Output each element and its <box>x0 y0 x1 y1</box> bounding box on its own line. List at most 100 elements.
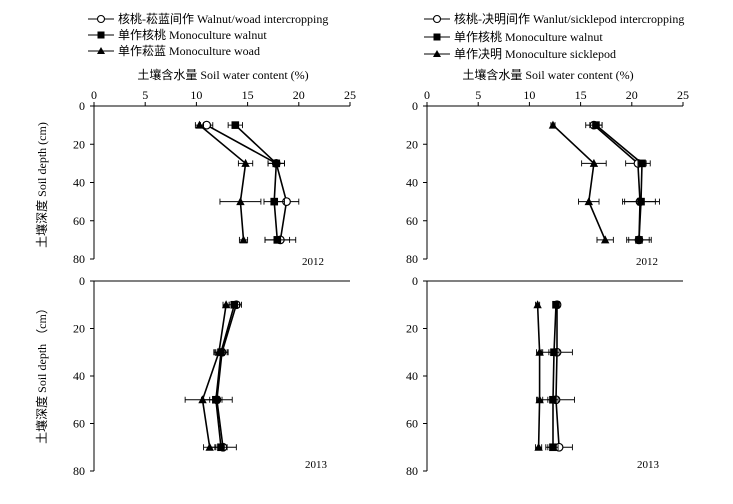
x-tick-label: 20 <box>626 88 638 102</box>
series-triangle <box>533 300 544 451</box>
data-point-square <box>273 236 282 244</box>
series-circle-open <box>585 120 656 245</box>
x-tick-label: 0 <box>91 88 97 102</box>
y-axis-title-top: 土壤深度 Soil depth (cm) <box>34 122 49 248</box>
y-tick-label: 60 <box>406 214 418 228</box>
series-line <box>206 124 288 241</box>
x-axis-title-left: 土壤含水量 Soil water content (%) <box>137 67 308 82</box>
data-point-square <box>635 236 643 244</box>
x-tick-label: 25 <box>677 88 689 102</box>
legend-left-item-woad: 单作菘蓝 Monoculture woad <box>88 44 260 58</box>
x-tick-label: 20 <box>293 88 305 102</box>
x-tick-label: 10 <box>523 88 535 102</box>
year-label: 2012 <box>636 256 658 268</box>
legend-left-item-intercrop: 核桃-菘蓝间作 Walnut/woad intercropping <box>88 11 328 26</box>
series-line <box>536 304 541 448</box>
series-triangle <box>548 120 614 244</box>
y-tick-label: 40 <box>73 176 85 190</box>
legend-right-item-intercrop: 核桃-决明间作 Wanlut/sicklepod intercropping <box>424 11 684 26</box>
y-tick-label: 20 <box>73 137 85 151</box>
series-square <box>547 300 560 452</box>
y-tick-label: 20 <box>73 322 85 336</box>
data-point-square <box>270 197 279 206</box>
data-point-triangle <box>535 395 544 404</box>
data-point-square <box>272 159 281 168</box>
series-line <box>552 124 606 241</box>
legend-right-item-sicklepod: 单作决明 Monoculture sicklepod <box>424 47 616 61</box>
series-square <box>209 300 240 452</box>
y-tick-label: 40 <box>73 369 85 383</box>
year-label: 2013 <box>305 459 328 471</box>
y-tick-label: 20 <box>406 137 418 151</box>
data-point-square <box>550 348 558 357</box>
x-tick-label: 25 <box>344 88 356 102</box>
panel-top-left: 0 5 10 15 20 25 0 20 40 60 80 2012 <box>73 88 356 268</box>
data-point-triangle <box>236 197 245 206</box>
x-tick-label: 10 <box>190 88 202 102</box>
y-tick-label: 80 <box>73 464 85 478</box>
series-line <box>215 304 236 448</box>
series-square <box>227 121 291 244</box>
data-point-square <box>592 121 600 129</box>
legend-left-item-walnut: 单作核桃 Monoculture walnut <box>88 27 267 42</box>
y-tick-label: 80 <box>406 252 418 266</box>
legend-label: 单作菘蓝 Monoculture woad <box>118 44 260 58</box>
y-tick-label: 80 <box>406 464 418 478</box>
y-tick-label: 80 <box>73 252 85 266</box>
data-point-triangle <box>239 235 248 244</box>
data-point-triangle <box>589 158 599 167</box>
y-tick-label: 60 <box>73 417 85 431</box>
x-tick-label: 15 <box>575 88 587 102</box>
legend-label: 单作决明 Monoculture sicklepod <box>454 47 616 61</box>
x-tick-label: 5 <box>142 88 148 102</box>
data-point-square <box>552 300 560 309</box>
y-axis-title-bottom: 土壤深度 Soil depth （cm） <box>34 302 49 444</box>
data-point-square <box>637 197 645 206</box>
year-label: 2012 <box>302 256 324 268</box>
data-point-triangle <box>214 347 224 356</box>
x-tick-label: 15 <box>242 88 254 102</box>
data-point-triangle <box>241 158 250 167</box>
y-tick-label: 20 <box>406 322 418 336</box>
panel-bottom-right: 0 20 40 60 80 2013 <box>406 274 683 478</box>
series-line <box>201 304 227 448</box>
series-square <box>589 121 660 244</box>
data-point-triangle <box>205 442 214 451</box>
x-axis-title-right: 土壤含水量 Soil water content (%) <box>462 67 633 82</box>
series-line <box>552 304 557 448</box>
data-point-triangle <box>584 197 593 206</box>
data-point-square <box>217 443 225 452</box>
panel-bottom-left: 0 20 40 60 80 2013 <box>73 274 350 478</box>
y-tick-label: 60 <box>73 214 85 228</box>
legend-label: 核桃-决明间作 Wanlut/sicklepod intercropping <box>454 11 684 26</box>
data-point-triangle <box>198 395 207 404</box>
data-point-triangle <box>534 442 543 451</box>
data-point-square <box>638 159 646 168</box>
data-point-triangle <box>548 120 558 129</box>
series-triangle <box>194 120 262 244</box>
legend-label: 单作核桃 Monoculture walnut <box>454 29 603 44</box>
x-tick-label: 5 <box>475 88 481 102</box>
y-tick-label: 0 <box>79 99 85 113</box>
legend-right-item-walnut: 单作核桃 Monoculture walnut <box>424 29 603 44</box>
series-line <box>216 304 238 448</box>
data-point-triangle <box>535 347 544 356</box>
data-point-square <box>230 300 239 309</box>
data-point-triangle <box>600 235 610 244</box>
legend-label: 单作核桃 Monoculture walnut <box>118 27 267 42</box>
series-line <box>595 124 643 240</box>
year-label: 2013 <box>637 459 660 471</box>
data-point-triangle <box>533 300 542 309</box>
y-tick-label: 0 <box>412 274 418 288</box>
y-tick-label: 60 <box>406 417 418 431</box>
data-point-square <box>549 395 557 404</box>
legend-label: 核桃-菘蓝间作 Walnut/woad intercropping <box>118 11 328 26</box>
y-tick-label: 40 <box>406 369 418 383</box>
y-tick-label: 40 <box>406 176 418 190</box>
series-line <box>234 124 279 240</box>
y-tick-label: 0 <box>79 274 85 288</box>
series-line <box>555 304 560 448</box>
series-triangle <box>184 300 231 451</box>
